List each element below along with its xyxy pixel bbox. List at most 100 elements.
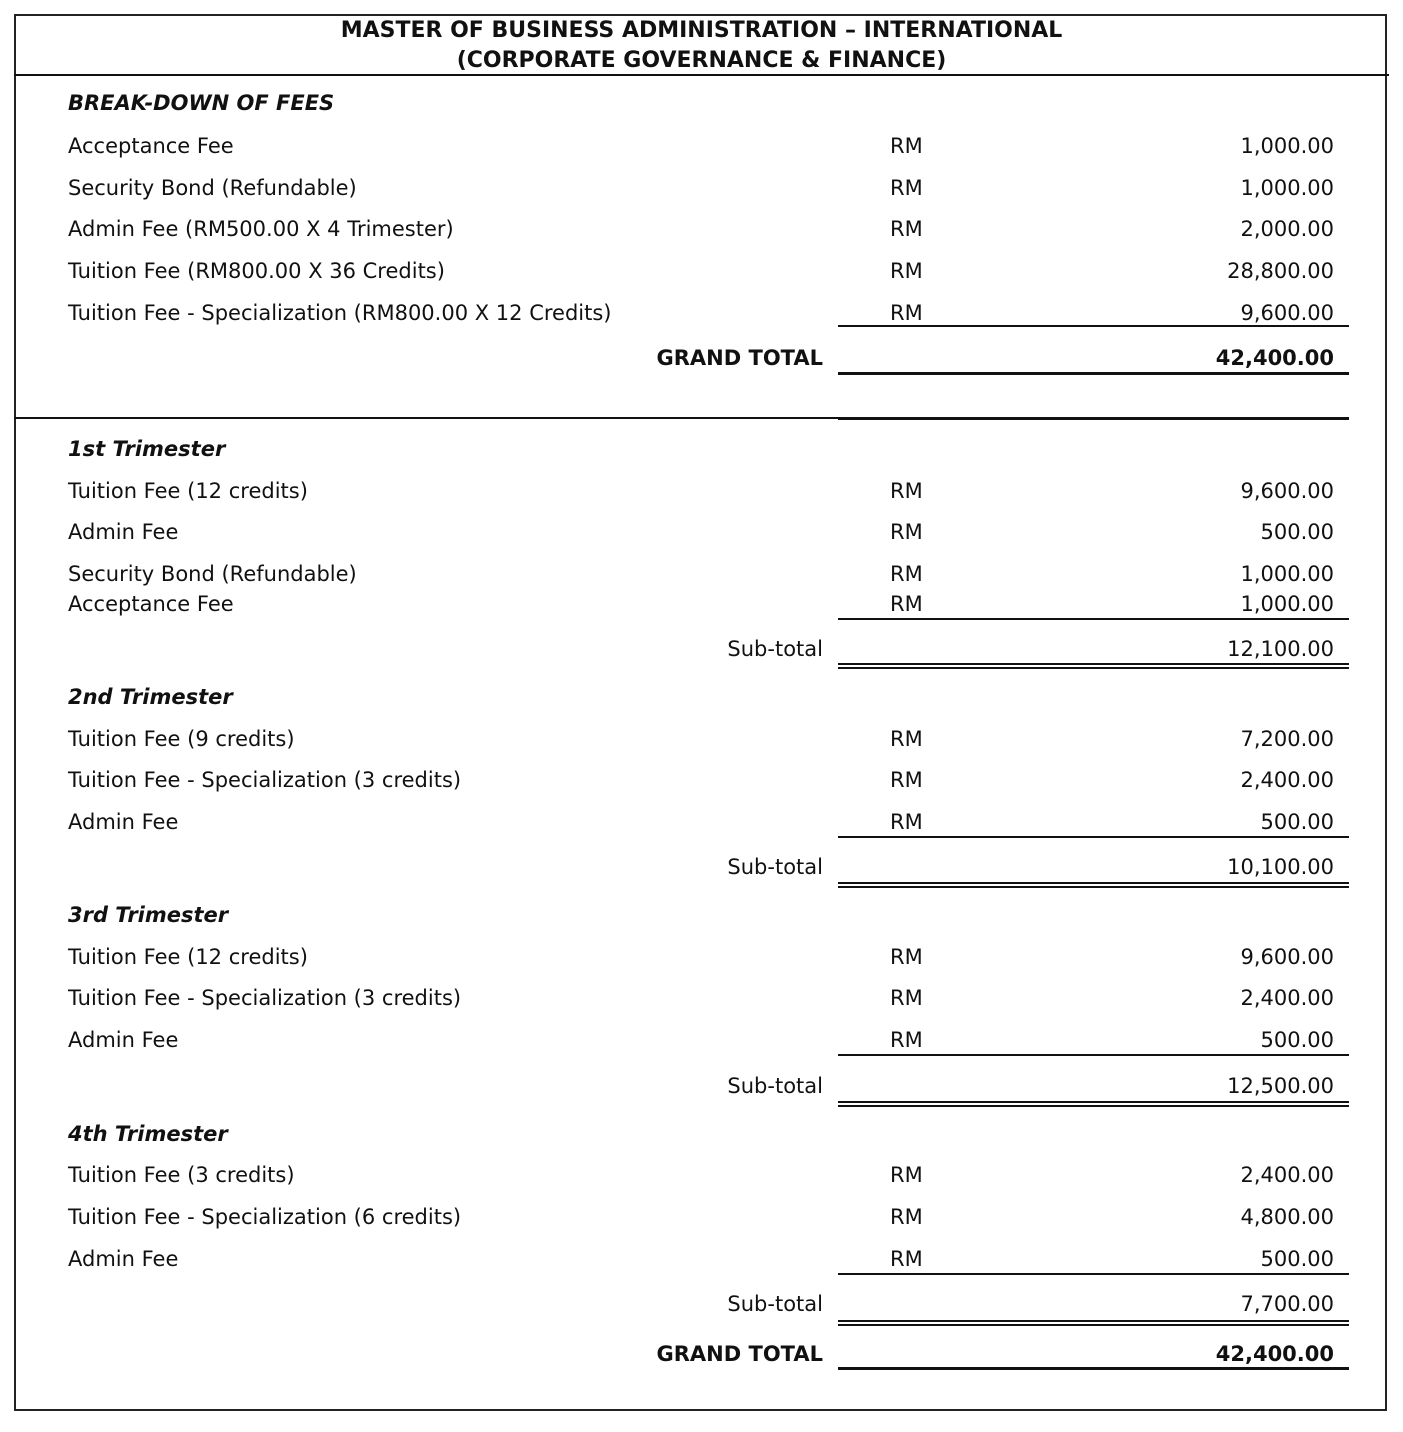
fee-row: Tuition Fee (RM800.00 X 36 Credits) RM 28,… — [0, 256, 1403, 286]
item-label: Admin Fee — [68, 810, 179, 834]
item-amount: 1,000.00 — [1240, 562, 1334, 586]
total-amount: 10,100.00 — [1227, 855, 1334, 879]
item-amount: 500.00 — [1260, 810, 1334, 834]
fee-row: Tuition Fee - Specialization (3 credits)… — [0, 765, 1403, 795]
fee-row: Tuition Fee (12 credits) RM 9,600.00 — [0, 942, 1403, 972]
section-heading: 4th Trimester — [68, 1122, 228, 1146]
item-amount: 500.00 — [1260, 1247, 1334, 1271]
item-amount: 9,600.00 — [1240, 945, 1334, 969]
total-label: GRAND TOTAL — [656, 346, 823, 370]
trimester-heading: 4th Trimester — [0, 1119, 1403, 1149]
currency-label: RM — [890, 1205, 923, 1229]
item-label: Admin Fee — [68, 1028, 179, 1052]
trimester-heading: 2nd Trimester — [0, 682, 1403, 712]
item-amount: 2,000.00 — [1240, 217, 1334, 241]
title-line-1: MASTER OF BUSINESS ADMINISTRATION – INTE… — [340, 18, 1063, 43]
fee-row: Admin Fee RM 500.00 — [0, 1244, 1403, 1274]
fee-row: Tuition Fee - Specialization (3 credits)… — [0, 983, 1403, 1013]
subtotal-row: Sub-total 12,500.00 — [0, 1071, 1403, 1101]
fee-row: Security Bond (Refundable) RM 1,000.00 — [0, 173, 1403, 203]
section-divider-thick — [838, 417, 1349, 420]
currency-label: RM — [890, 520, 923, 544]
breakdown-heading: BREAK-DOWN OF FEES — [0, 88, 1403, 118]
currency-label: RM — [890, 945, 923, 969]
grand-total-row: GRAND TOTAL 42,400.00 — [0, 343, 1403, 373]
item-amount: 9,600.00 — [1240, 479, 1334, 503]
subtotal-row: Sub-total 12,100.00 — [0, 634, 1403, 664]
item-label: Tuition Fee - Specialization (3 credits) — [68, 768, 462, 792]
item-label: Admin Fee (RM500.00 X 4 Trimester) — [68, 217, 454, 241]
item-label: Acceptance Fee — [68, 134, 234, 158]
subtotal-row: Sub-total 7,700.00 — [0, 1289, 1403, 1319]
item-label: Acceptance Fee — [68, 592, 234, 616]
item-label: Admin Fee — [68, 520, 179, 544]
double-underline-top — [838, 663, 1349, 665]
total-amount: 42,400.00 — [1215, 346, 1334, 370]
underline — [838, 1273, 1349, 1275]
currency-label: RM — [890, 986, 923, 1010]
item-amount: 500.00 — [1260, 520, 1334, 544]
item-label: Tuition Fee - Specialization (RM800.00 X… — [68, 301, 612, 325]
fee-row: Tuition Fee (3 credits) RM 2,400.00 — [0, 1160, 1403, 1190]
underline — [838, 836, 1349, 838]
fee-row: Admin Fee RM 500.00 — [0, 1025, 1403, 1055]
fee-row: Admin Fee RM 500.00 — [0, 807, 1403, 837]
currency-label: RM — [890, 176, 923, 200]
section-heading: 3rd Trimester — [68, 903, 229, 927]
currency-label: RM — [890, 592, 923, 616]
double-underline-top — [838, 1320, 1349, 1322]
trimester-heading: 3rd Trimester — [0, 900, 1403, 930]
fee-row: Security Bond (Refundable) RM 1,000.00 — [0, 559, 1403, 589]
fee-row: Acceptance Fee RM 1,000.00 — [0, 131, 1403, 161]
trimester-heading: 1st Trimester — [0, 434, 1403, 464]
double-underline-bottom — [838, 886, 1349, 888]
total-amount: 12,100.00 — [1227, 637, 1334, 661]
item-label: Tuition Fee (3 credits) — [68, 1163, 295, 1187]
item-label: Tuition Fee - Specialization (3 credits) — [68, 986, 462, 1010]
fee-row: Tuition Fee (12 credits) RM 9,600.00 — [0, 476, 1403, 506]
section-heading: 2nd Trimester — [68, 685, 233, 709]
currency-label: RM — [890, 134, 923, 158]
currency-label: RM — [890, 301, 923, 325]
item-label: Admin Fee — [68, 1247, 179, 1271]
total-label: Sub-total — [727, 855, 823, 879]
double-underline-bottom — [838, 1324, 1349, 1326]
underline — [838, 618, 1349, 620]
fee-row: Tuition Fee - Specialization (RM800.00 X… — [0, 298, 1403, 328]
item-amount: 7,200.00 — [1240, 727, 1334, 751]
total-label: Sub-total — [727, 1074, 823, 1098]
total-amount: 7,700.00 — [1240, 1292, 1334, 1316]
subtotal-row: Sub-total 10,100.00 — [0, 852, 1403, 882]
double-underline-top — [838, 1101, 1349, 1103]
double-underline-bottom — [838, 1105, 1349, 1107]
section-divider — [14, 417, 838, 419]
item-amount: 28,800.00 — [1227, 259, 1334, 283]
item-amount: 500.00 — [1260, 1028, 1334, 1052]
underline — [838, 1054, 1349, 1056]
currency-label: RM — [890, 768, 923, 792]
fee-row: Admin Fee RM 500.00 — [0, 517, 1403, 547]
currency-label: RM — [890, 562, 923, 586]
total-underline — [838, 1367, 1349, 1370]
title-line-2: (CORPORATE GOVERNANCE & FINANCE) — [456, 48, 947, 73]
item-amount: 2,400.00 — [1240, 1163, 1334, 1187]
item-label: Tuition Fee (RM800.00 X 36 Credits) — [68, 259, 445, 283]
item-amount: 1,000.00 — [1240, 592, 1334, 616]
item-amount: 9,600.00 — [1240, 301, 1334, 325]
currency-label: RM — [890, 1163, 923, 1187]
item-amount: 2,400.00 — [1240, 768, 1334, 792]
double-underline-bottom — [838, 667, 1349, 669]
total-label: GRAND TOTAL — [656, 1342, 823, 1366]
final-grand-total-row: GRAND TOTAL 42,400.00 — [0, 1339, 1403, 1369]
header-divider — [14, 74, 1389, 76]
item-label: Tuition Fee (9 credits) — [68, 727, 295, 751]
currency-label: RM — [890, 727, 923, 751]
item-label: Tuition Fee - Specialization (6 credits) — [68, 1205, 462, 1229]
total-amount: 12,500.00 — [1227, 1074, 1334, 1098]
currency-label: RM — [890, 259, 923, 283]
total-amount: 42,400.00 — [1215, 1342, 1334, 1366]
item-label: Tuition Fee (12 credits) — [68, 479, 308, 503]
item-amount: 4,800.00 — [1240, 1205, 1334, 1229]
item-amount: 1,000.00 — [1240, 134, 1334, 158]
item-amount: 2,400.00 — [1240, 986, 1334, 1010]
